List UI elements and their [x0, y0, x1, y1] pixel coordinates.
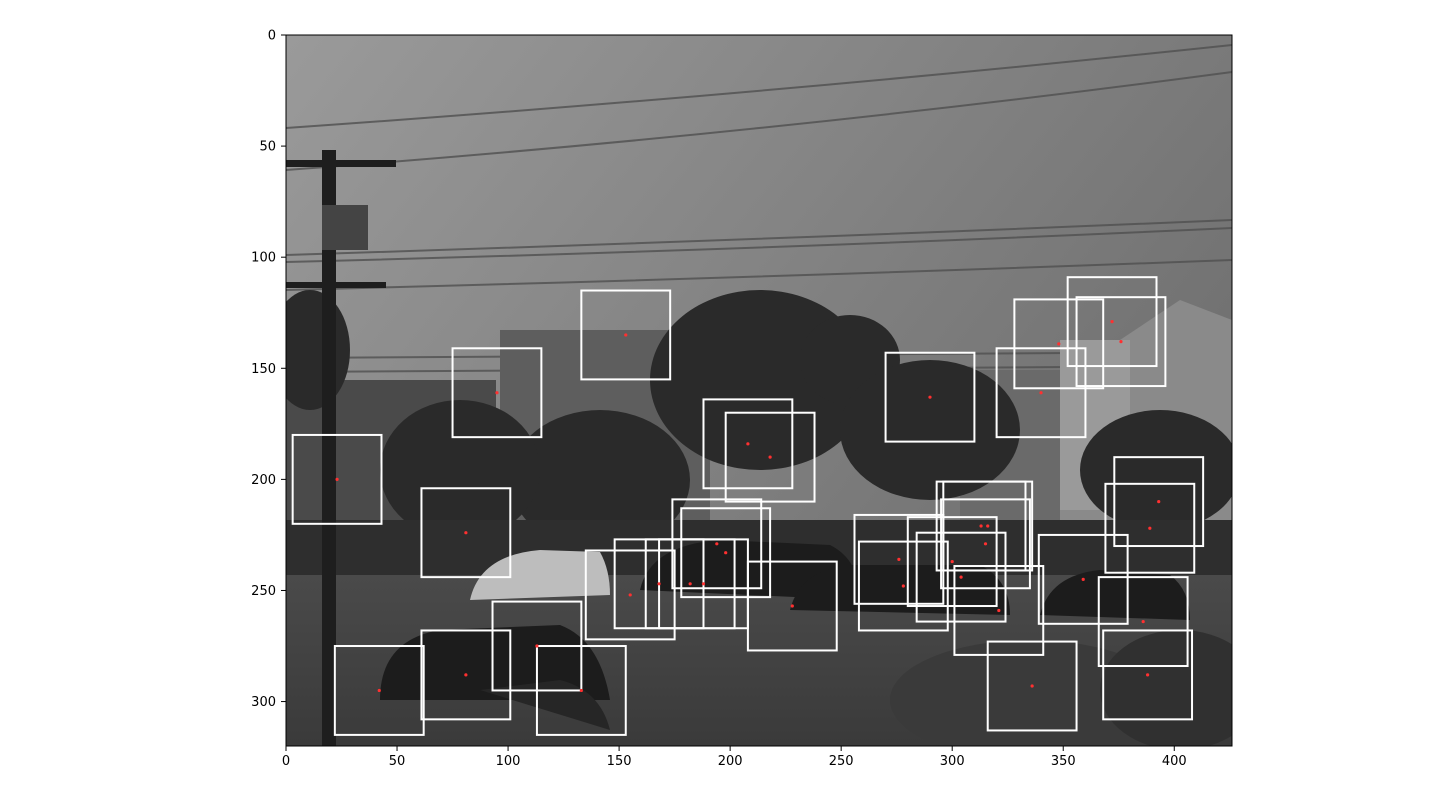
bounding-box — [1104, 482, 1196, 574]
bounding-box — [1097, 576, 1189, 668]
axes-frame — [285, 34, 1233, 747]
keypoint-marker — [1081, 577, 1085, 581]
y-tick-label: 250 — [251, 584, 276, 599]
bounding-box — [671, 498, 763, 590]
x-tick-label: 0 — [282, 754, 290, 769]
y-axis: 0 50 100 150 200 250 300 — [251, 29, 286, 710]
keypoint-marker — [464, 673, 468, 677]
bounding-box — [702, 398, 794, 490]
background-photo — [286, 35, 1232, 746]
y-tick-label: 50 — [259, 140, 276, 155]
keypoint-marker — [790, 604, 794, 608]
bounding-box — [291, 433, 383, 525]
bounding-box — [333, 645, 425, 736]
keypoint-marker — [983, 542, 988, 546]
x-axis: 0 50 100 150 200 250 300 350 400 — [282, 746, 1187, 769]
bounding-box — [940, 498, 1031, 590]
keypoint-marker — [950, 559, 954, 564]
x-tick-label: 300 — [940, 754, 965, 769]
keypoint-marker — [959, 575, 963, 579]
keypoint-marker — [997, 608, 1001, 613]
keypoint-marker — [1141, 619, 1145, 624]
keypoint-marker — [579, 688, 583, 693]
y-tick-label: 150 — [251, 362, 276, 377]
y-tick-label: 300 — [251, 695, 276, 710]
keypoint-marker — [624, 333, 628, 337]
keypoint-marker — [724, 551, 728, 555]
keypoint-marker — [335, 477, 339, 481]
bounding-box — [580, 289, 672, 381]
keypoint-marker — [928, 395, 932, 399]
bounding-box — [1013, 298, 1105, 390]
bounding-box — [1102, 629, 1194, 721]
y-tick-label: 200 — [251, 473, 276, 488]
bounding-box — [906, 516, 998, 608]
bounding-box — [953, 565, 1045, 656]
keypoint-marker — [1039, 391, 1043, 395]
keypoint-marker — [897, 557, 901, 561]
bounding-box — [746, 560, 838, 652]
x-tick-label: 400 — [1162, 754, 1187, 769]
x-tick-label: 50 — [389, 754, 406, 769]
keypoint-marker — [701, 582, 706, 586]
bounding-box — [986, 640, 1078, 732]
x-tick-label: 350 — [1051, 754, 1076, 769]
x-tick-label: 200 — [718, 754, 743, 769]
keypoints — [335, 320, 1161, 693]
x-tick-label: 150 — [607, 754, 632, 769]
y-tick-label: 100 — [251, 251, 276, 266]
keypoint-marker — [1057, 342, 1061, 346]
keypoint-marker — [1157, 499, 1161, 504]
keypoint-marker — [1148, 526, 1152, 530]
bounding-box — [584, 549, 676, 641]
bounding-box — [1066, 276, 1158, 368]
x-tick-label: 250 — [829, 754, 854, 769]
keypoint-marker — [688, 582, 692, 586]
keypoint-marker — [768, 455, 772, 459]
bounding-box — [915, 531, 1007, 623]
bounding-box — [1037, 533, 1129, 625]
bounding-box — [884, 351, 976, 443]
keypoint-marker — [1030, 684, 1034, 688]
bounding-box — [995, 347, 1087, 439]
keypoint-marker — [464, 531, 468, 535]
keypoint-marker — [495, 391, 499, 395]
keypoint-marker — [657, 582, 661, 586]
y-tick-label: 0 — [268, 29, 276, 44]
bounding-box — [724, 411, 816, 503]
x-tick-label: 100 — [496, 754, 521, 769]
bounding-box — [420, 487, 512, 579]
bounding-box — [680, 507, 772, 599]
bounding-box — [1113, 456, 1205, 548]
keypoint-marker — [901, 584, 905, 588]
keypoint-marker — [1146, 673, 1150, 677]
keypoint-marker — [628, 593, 632, 597]
keypoint-marker — [1119, 340, 1123, 344]
keypoint-marker — [715, 542, 719, 546]
bounding-box — [535, 645, 627, 736]
keypoint-marker — [746, 442, 750, 446]
bounding-box — [420, 629, 512, 721]
bounding-box — [942, 480, 1034, 572]
keypoint-marker — [377, 688, 381, 693]
keypoint-marker — [535, 644, 539, 648]
keypoint-marker — [986, 524, 990, 528]
bounding-box — [1075, 296, 1167, 388]
keypoint-marker — [1110, 320, 1114, 324]
bounding-box — [451, 347, 543, 439]
keypoint-marker — [979, 524, 983, 528]
bounding-box — [857, 540, 949, 632]
